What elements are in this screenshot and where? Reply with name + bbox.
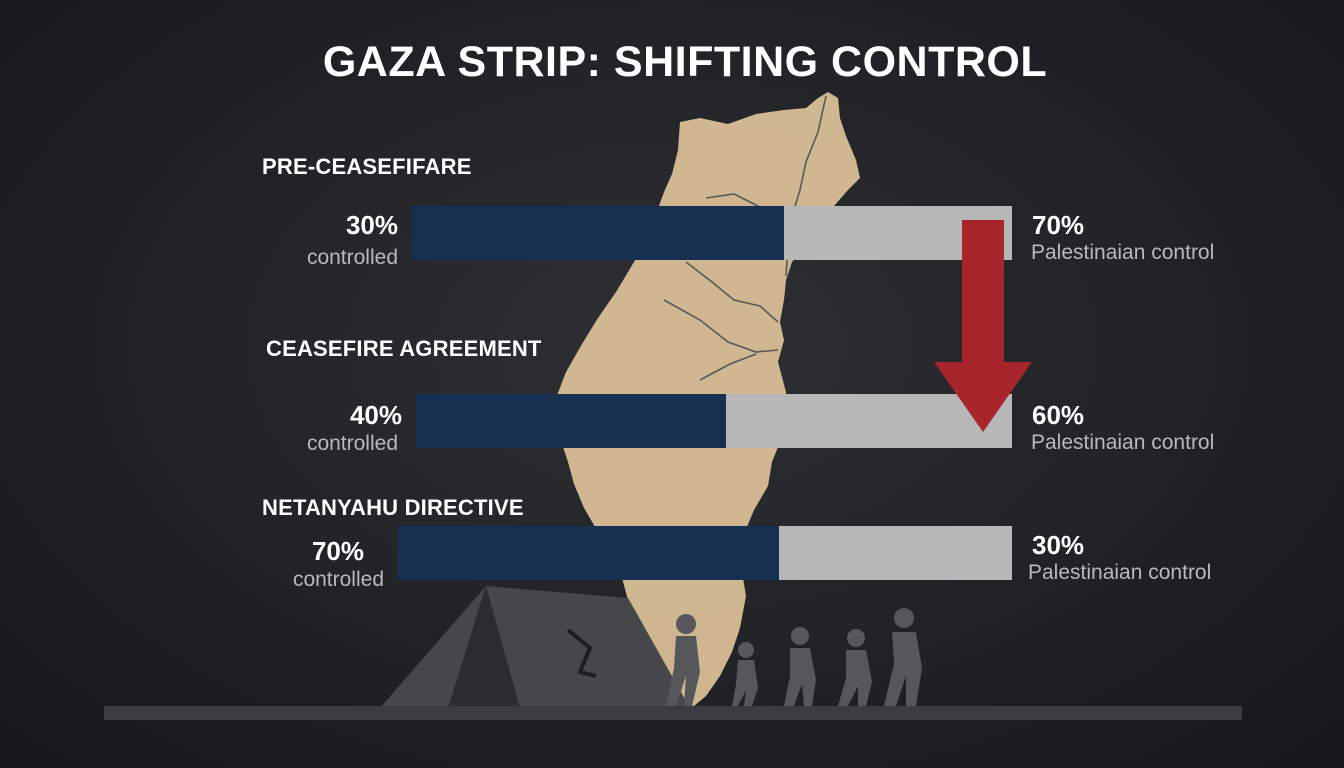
palestinian-value-0: 70% xyxy=(1032,210,1085,240)
palestinian-caption-1: Palestinaian control xyxy=(1031,431,1215,454)
row-label-pre-ceasefire: PRE-CEASEFIFARE xyxy=(262,154,472,179)
controlled-value-1: 40% xyxy=(349,400,402,430)
palestinian-caption-0: Palestinaian control xyxy=(1031,241,1215,264)
controlled-caption-1: controlled xyxy=(306,432,398,455)
controlled-bar-0 xyxy=(412,206,784,260)
controlled-caption-0: controlled xyxy=(306,246,398,269)
tent-illustration xyxy=(380,586,690,708)
palestinian-value-2: 30% xyxy=(1032,530,1085,560)
palestinian-caption-2: Palestinaian control xyxy=(1028,561,1212,584)
palestinian-value-1: 60% xyxy=(1032,400,1085,430)
walking-people-silhouette xyxy=(666,608,922,706)
controlled-bar-2 xyxy=(398,526,779,580)
page-title: GAZA STRIP: SHIFTING CONTROL xyxy=(322,38,1048,86)
row-label-ceasefire-agreement: CEASEFIRE AGREEMENT xyxy=(266,336,542,361)
ground-strip xyxy=(104,706,1242,720)
down-arrow-icon xyxy=(934,220,1032,432)
controlled-value-2: 70% xyxy=(311,536,364,566)
controlled-value-0: 30% xyxy=(345,210,398,240)
controlled-bar-1 xyxy=(416,394,726,448)
bar-group xyxy=(398,206,1012,580)
palestinian-bar-2 xyxy=(779,526,1012,580)
row-label-netanyahu-directive: NETANYAHU DIRECTIVE xyxy=(262,495,524,520)
controlled-caption-2: controlled xyxy=(292,568,384,591)
